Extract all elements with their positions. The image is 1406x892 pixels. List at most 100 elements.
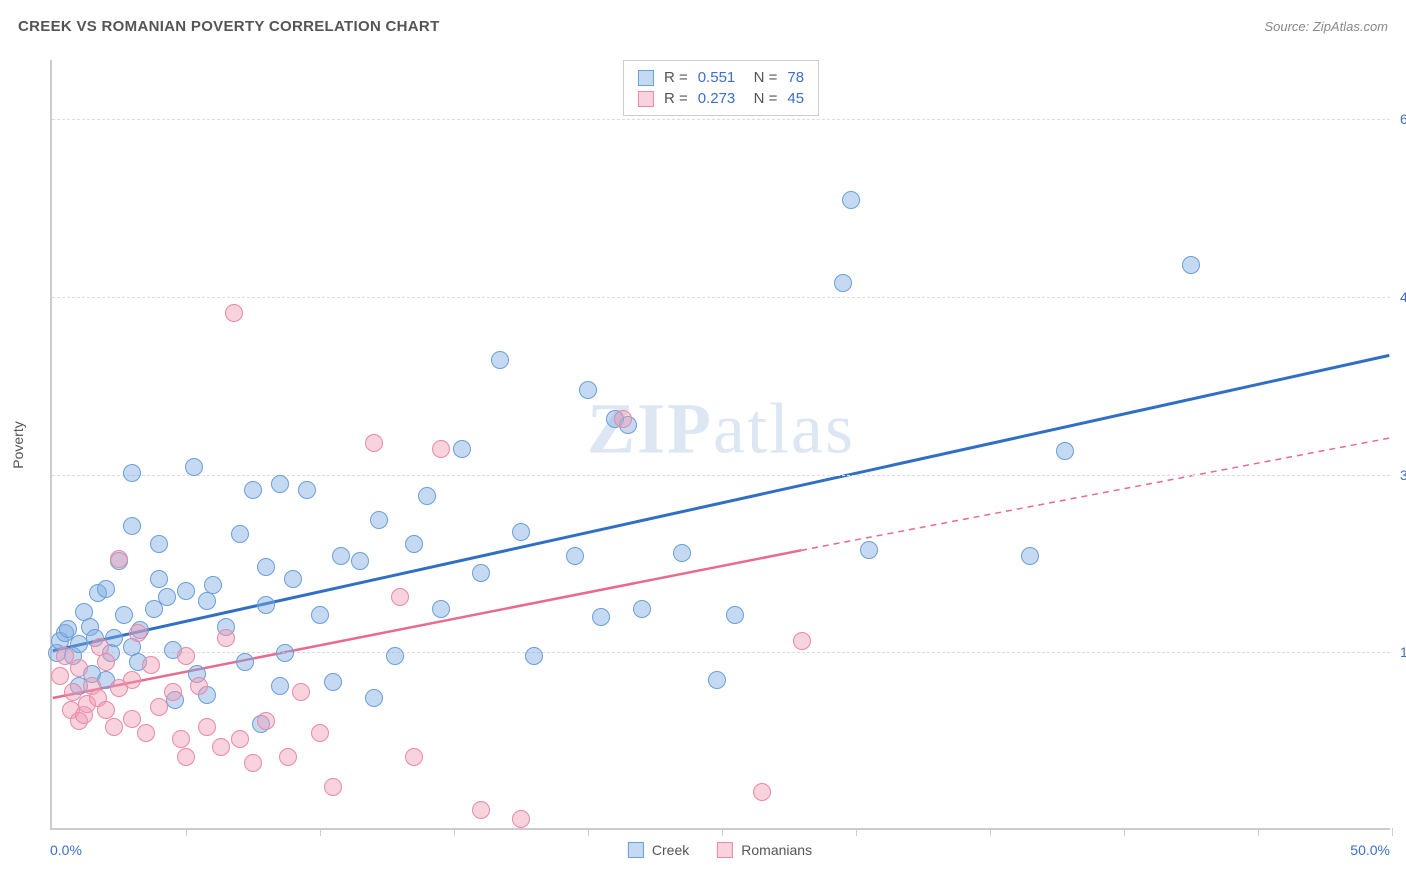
data-point <box>566 547 584 565</box>
trend-line <box>801 438 1389 550</box>
data-point <box>284 570 302 588</box>
data-point <box>708 671 726 689</box>
x-tick <box>1392 828 1393 836</box>
data-point <box>525 647 543 665</box>
y-tick-label: 15.0% <box>1400 644 1406 660</box>
x-tick <box>320 828 321 836</box>
data-point <box>324 673 342 691</box>
x-tick <box>990 828 991 836</box>
data-point <box>332 547 350 565</box>
data-point <box>97 653 115 671</box>
data-point <box>142 656 160 674</box>
data-point <box>311 606 329 624</box>
y-tick-label: 30.0% <box>1400 467 1406 483</box>
data-point <box>279 748 297 766</box>
stat-n-value: 78 <box>787 69 804 86</box>
data-point <box>123 517 141 535</box>
data-point <box>579 381 597 399</box>
stat-r-label: R = <box>664 90 688 107</box>
data-point <box>1021 547 1039 565</box>
data-point <box>418 487 436 505</box>
data-point <box>842 191 860 209</box>
data-point <box>110 550 128 568</box>
watermark-bold: ZIP <box>587 388 713 468</box>
data-point <box>311 724 329 742</box>
data-point <box>177 647 195 665</box>
data-point <box>190 677 208 695</box>
data-point <box>150 698 168 716</box>
y-axis-title: Poverty <box>10 421 26 468</box>
data-point <box>212 738 230 756</box>
x-tick <box>1258 828 1259 836</box>
data-point <box>236 653 254 671</box>
data-point <box>164 683 182 701</box>
data-point <box>158 588 176 606</box>
grid-line <box>52 119 1390 120</box>
data-point <box>271 677 289 695</box>
grid-line <box>52 652 1390 653</box>
stats-legend-row: R = 0.551 N = 78 <box>638 67 804 88</box>
stat-r-value: 0.273 <box>698 90 736 107</box>
stat-r-value: 0.551 <box>698 69 736 86</box>
data-point <box>673 544 691 562</box>
data-point <box>834 274 852 292</box>
data-point <box>370 511 388 529</box>
data-point <box>512 523 530 541</box>
data-point <box>97 580 115 598</box>
data-point <box>150 570 168 588</box>
source-label: Source: ZipAtlas.com <box>1264 19 1388 34</box>
data-point <box>472 801 490 819</box>
data-point <box>491 351 509 369</box>
data-point <box>432 440 450 458</box>
legend-item: Creek <box>628 842 689 858</box>
data-point <box>432 600 450 618</box>
x-axis-min-label: 0.0% <box>50 842 82 858</box>
stats-legend: R = 0.551 N = 78R = 0.273 N = 45 <box>623 60 819 116</box>
y-tick-label: 45.0% <box>1400 289 1406 305</box>
data-point <box>391 588 409 606</box>
data-point <box>1056 442 1074 460</box>
x-tick <box>1124 828 1125 836</box>
data-point <box>198 718 216 736</box>
data-point <box>123 464 141 482</box>
grid-line <box>52 475 1390 476</box>
data-point <box>1182 256 1200 274</box>
watermark-light: atlas <box>713 388 855 468</box>
stat-r-label: R = <box>664 69 688 86</box>
stat-n-value: 45 <box>787 90 804 107</box>
legend-swatch <box>628 842 644 858</box>
data-point <box>172 730 190 748</box>
stats-legend-row: R = 0.273 N = 45 <box>638 88 804 109</box>
data-point <box>225 304 243 322</box>
data-point <box>512 810 530 828</box>
data-point <box>257 596 275 614</box>
x-tick <box>722 828 723 836</box>
stat-n-label: N = <box>745 90 777 107</box>
data-point <box>231 525 249 543</box>
data-point <box>204 576 222 594</box>
data-point <box>123 710 141 728</box>
data-point <box>276 644 294 662</box>
data-point <box>472 564 490 582</box>
data-point <box>217 629 235 647</box>
data-point <box>70 659 88 677</box>
data-point <box>633 600 651 618</box>
data-point <box>123 671 141 689</box>
plot-container: Poverty ZIPatlas R = 0.551 N = 78R = 0.2… <box>50 60 1390 830</box>
legend-swatch <box>717 842 733 858</box>
data-point <box>292 683 310 701</box>
data-point <box>592 608 610 626</box>
y-tick-label: 60.0% <box>1400 111 1406 127</box>
data-point <box>793 632 811 650</box>
x-axis-max-label: 50.0% <box>1350 842 1390 858</box>
data-point <box>177 748 195 766</box>
data-point <box>365 434 383 452</box>
grid-line <box>52 297 1390 298</box>
legend-label: Romanians <box>741 842 812 858</box>
plot-area: ZIPatlas R = 0.551 N = 78R = 0.273 N = 4… <box>50 60 1390 830</box>
x-tick <box>186 828 187 836</box>
data-point <box>753 783 771 801</box>
data-point <box>51 667 69 685</box>
data-point <box>386 647 404 665</box>
data-point <box>257 558 275 576</box>
